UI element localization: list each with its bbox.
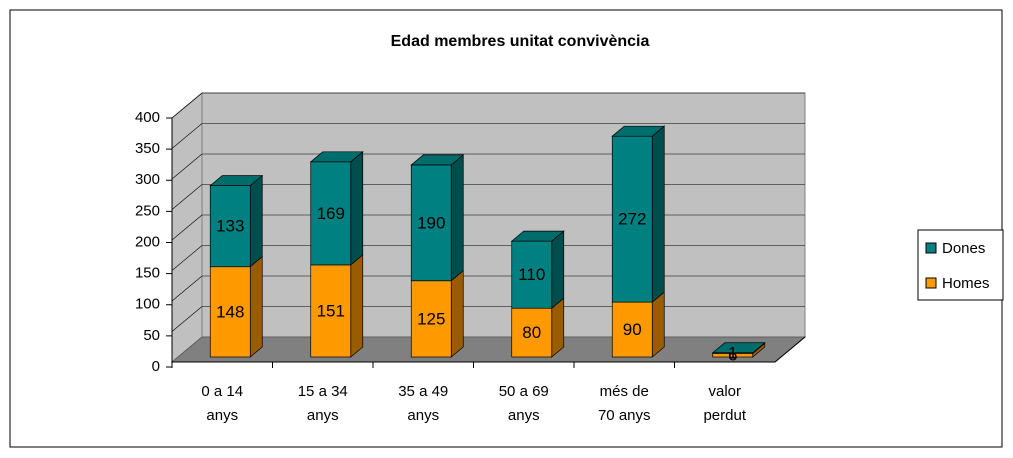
value-label: 272: [618, 210, 646, 229]
y-tick-label: 0: [152, 358, 160, 375]
bar-side: [450, 154, 464, 282]
bar-top: [209, 175, 264, 186]
grid-line-side: [171, 184, 203, 210]
y-tick-label: 150: [135, 265, 160, 282]
value-label: 169: [317, 204, 345, 223]
bar-top: [611, 125, 666, 137]
bar: [410, 164, 452, 282]
y-tick-label: 400: [135, 109, 160, 126]
legend-swatch: [925, 277, 937, 289]
value-label: 125: [417, 309, 445, 328]
bar: [611, 301, 653, 358]
bar-side: [249, 255, 263, 358]
bar-side: [350, 254, 364, 358]
x-tick-label: valor perdut: [703, 383, 746, 424]
value-label: 110: [518, 265, 545, 284]
x-tick-label: 50 a 69 anys: [499, 383, 549, 424]
y-tick-label: 200: [135, 233, 160, 250]
value-label: 133: [216, 217, 244, 236]
bar-side: [350, 151, 364, 266]
bar: [511, 240, 553, 309]
bar-side: [551, 230, 565, 309]
legend-label: Dones: [942, 240, 985, 257]
grid-line-side: [171, 214, 203, 241]
bar: [310, 264, 352, 358]
grid-line-side: [171, 153, 203, 180]
bar-side: [651, 291, 665, 358]
grid-line-side: [171, 245, 203, 271]
bar: [209, 185, 251, 268]
x-tick-label: 0 a 14 anys: [201, 383, 243, 424]
bar: [209, 266, 251, 358]
grid-line-side: [171, 306, 203, 332]
bar-side: [249, 174, 263, 268]
floor: [170, 336, 807, 363]
floor-edge: [774, 336, 806, 363]
bar-top: [410, 154, 465, 166]
chart-title: Edad membres unitat convivència: [391, 33, 650, 50]
value-label: 1: [728, 344, 737, 363]
value-label: 148: [216, 302, 244, 321]
value-label: 6: [728, 346, 737, 365]
y-tick-label: 100: [135, 296, 160, 313]
y-tick-label: 300: [135, 171, 160, 188]
bar: [511, 307, 553, 358]
bar-top: [510, 230, 565, 242]
value-label: 151: [317, 301, 345, 320]
bar-side: [450, 270, 464, 358]
grid-line-side: [171, 275, 203, 302]
value-label: 190: [417, 213, 445, 232]
value-label: 80: [522, 323, 541, 342]
y-tick-label: 350: [135, 140, 160, 157]
bar: [410, 280, 452, 358]
y-tick-label: 50: [143, 327, 160, 344]
x-tick-label: 15 a 34 anys: [298, 383, 348, 424]
bar: [611, 135, 653, 303]
x-tick-label: 35 a 49 anys: [398, 383, 448, 424]
bar-side: [651, 125, 665, 303]
legend-label: Homes: [942, 275, 990, 292]
grid-line-side: [171, 92, 203, 119]
grid-line-side: [171, 123, 203, 149]
value-label: 90: [623, 320, 642, 339]
x-tick-label: més de 70 anys: [598, 383, 651, 424]
y-tick-label: 250: [135, 202, 160, 219]
bar-top: [711, 342, 766, 354]
bar-top: [309, 151, 364, 163]
legend-swatch: [925, 242, 937, 254]
